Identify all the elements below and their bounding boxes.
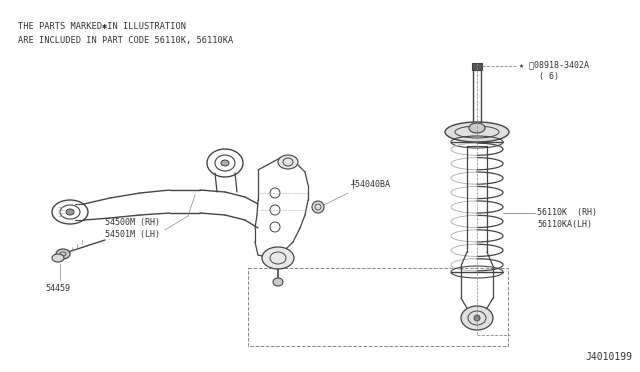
- Ellipse shape: [56, 249, 70, 259]
- Ellipse shape: [461, 306, 493, 330]
- Text: ARE INCLUDED IN PART CODE 56110K, 56110KA: ARE INCLUDED IN PART CODE 56110K, 56110K…: [18, 36, 233, 45]
- Ellipse shape: [221, 160, 229, 166]
- Ellipse shape: [278, 155, 298, 169]
- Ellipse shape: [445, 122, 509, 142]
- Text: THE PARTS MARKED✱IN ILLUSTRATION: THE PARTS MARKED✱IN ILLUSTRATION: [18, 22, 186, 31]
- Ellipse shape: [312, 201, 324, 213]
- Bar: [248, 268, 508, 346]
- Ellipse shape: [474, 315, 480, 321]
- Text: 54500M (RH)
54501M (LH): 54500M (RH) 54501M (LH): [105, 218, 160, 240]
- Text: ( 6): ( 6): [539, 72, 559, 81]
- Bar: [472, 63, 482, 70]
- Text: 54459: 54459: [45, 284, 70, 293]
- Text: ★ ⓝ08918-3402A: ★ ⓝ08918-3402A: [519, 60, 589, 69]
- Ellipse shape: [273, 278, 283, 286]
- Ellipse shape: [469, 123, 485, 133]
- Text: J4010199: J4010199: [585, 352, 632, 362]
- Text: 56110K  (RH)
56110KA(LH): 56110K (RH) 56110KA(LH): [537, 208, 597, 230]
- Text: ╀54040BA: ╀54040BA: [350, 179, 390, 189]
- Ellipse shape: [52, 254, 64, 262]
- Ellipse shape: [66, 209, 74, 215]
- Ellipse shape: [262, 247, 294, 269]
